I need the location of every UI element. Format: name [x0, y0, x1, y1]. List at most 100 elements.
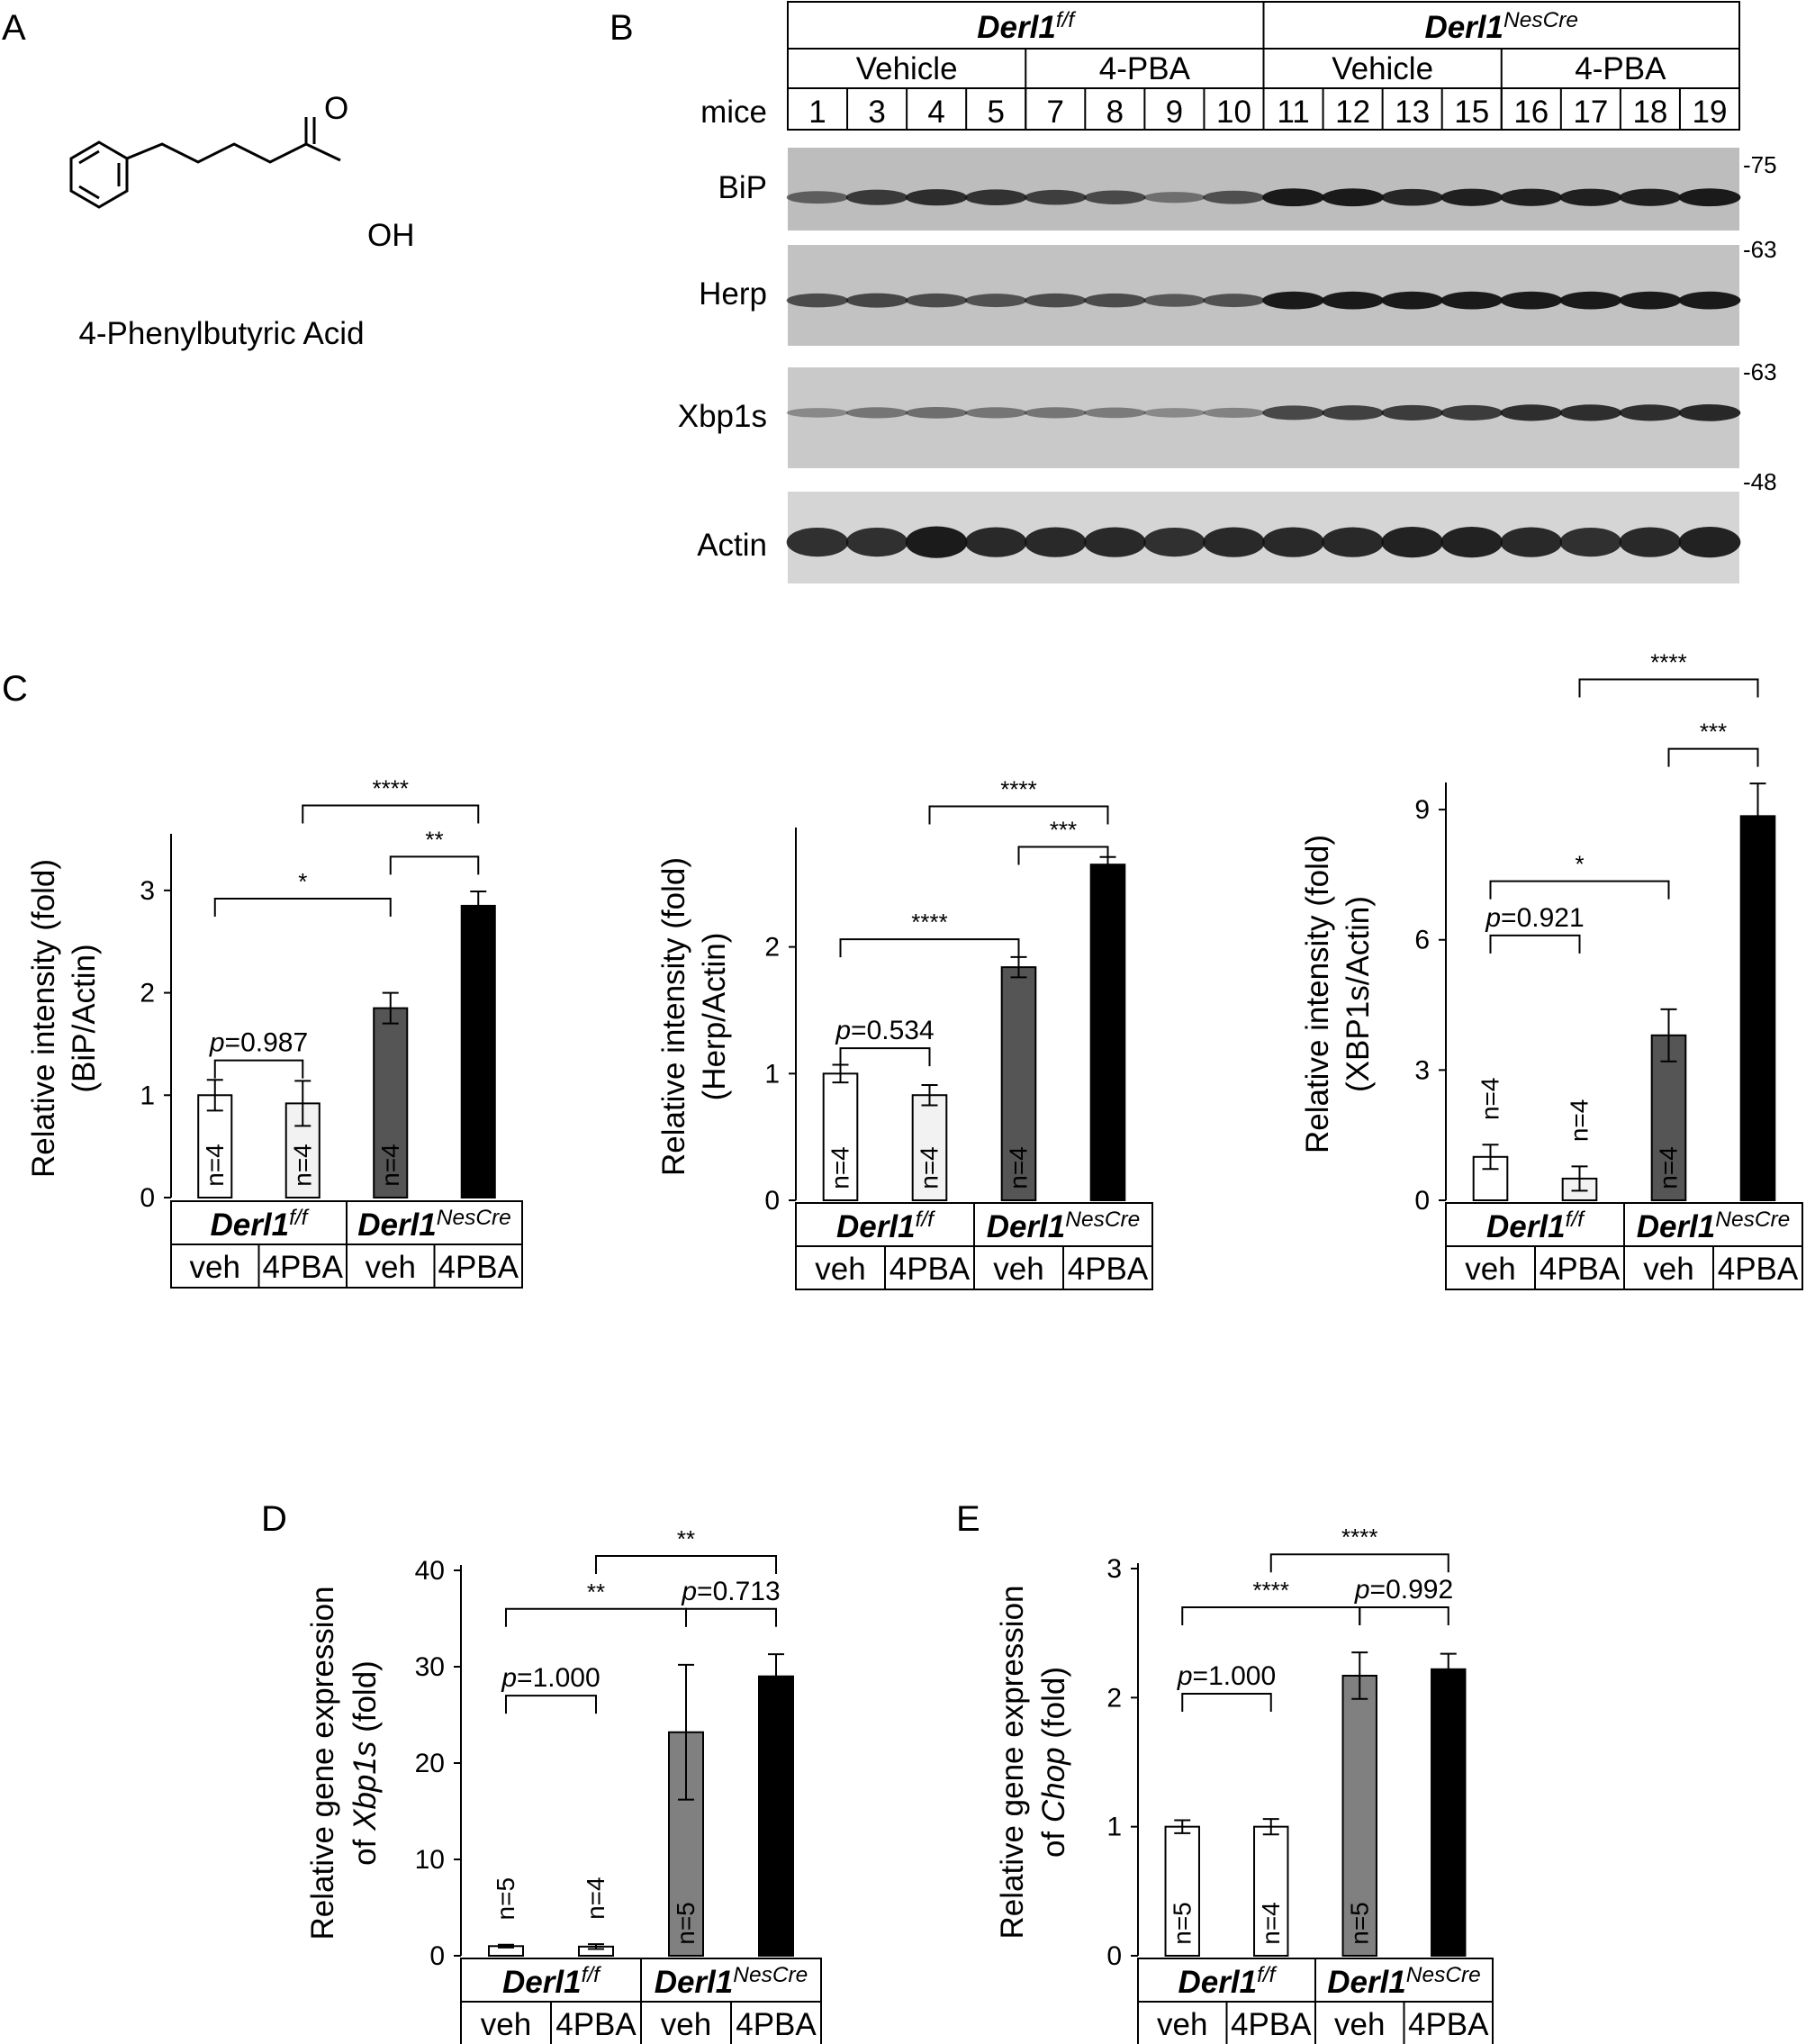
genotype-ff-header: Derl1f/f [977, 8, 1076, 45]
phenylbutyric-acid-structure [69, 117, 341, 209]
blot-band-actin [1678, 526, 1741, 558]
chart-c2: 0 1 2 Relative intensity (fold) (Herp/Actin)… [656, 775, 1153, 1290]
genotype-nescre-label-superscript: NesCre [437, 1206, 511, 1230]
x-category-label: veh [1465, 1252, 1515, 1287]
blot-band-herp [1678, 291, 1741, 310]
y-tick-label: 2 [140, 979, 155, 1008]
mouse-id: 3 [868, 95, 885, 130]
panel-a: A O OH 4-Phenylbutyric Acid [2, 8, 415, 351]
x-category-label: veh [1643, 1252, 1693, 1287]
mouse-id: 13 [1395, 95, 1430, 130]
genotype-nescre-label: Derl1NesCre [1327, 1963, 1481, 2000]
y-axis-label-2-suffix: (fold) [1036, 1667, 1071, 1747]
mouse-id: 9 [1166, 95, 1183, 130]
x-category-label: 4PBA [889, 1252, 971, 1287]
blot-band-xbp1s [1440, 404, 1503, 421]
p-symbol: p [501, 1663, 517, 1693]
genotype-nescre-label-superscript: NesCre [1715, 1207, 1790, 1232]
blot-band-bip [845, 189, 908, 205]
blot-band-bip [786, 191, 849, 204]
y-axis-label: Relative intensity (fold) [1300, 835, 1335, 1153]
genotype-nescre-label-base: Derl1 [655, 1965, 734, 2000]
blot-band-bip [1559, 188, 1622, 206]
blot-band-actin [1381, 526, 1444, 558]
y-tick-label: 40 [415, 1556, 445, 1586]
mw-marker: -63 [1743, 358, 1777, 385]
mouse-id: 10 [1216, 95, 1251, 130]
significance-bracket [1181, 1606, 1361, 1625]
y-axis-label: Relative intensity (fold) [26, 859, 61, 1178]
y-axis-label-2-suffix: (fold) [348, 1660, 383, 1741]
compound-name: 4-Phenylbutyric Acid [78, 316, 364, 351]
panel-letter-c: C [2, 669, 28, 709]
x-category-label: 4PBA [263, 1250, 344, 1285]
significance-label: p=1.000 [501, 1663, 600, 1693]
p-value: =1.000 [517, 1663, 600, 1693]
genotype-ff-label-base: Derl1 [1486, 1209, 1566, 1244]
significance-bracket [839, 1047, 931, 1067]
bar [197, 1094, 233, 1199]
blot-label: Actin [697, 528, 767, 563]
significance-label: * [1575, 851, 1584, 878]
x-category-label: veh [815, 1252, 865, 1287]
p-value: =0.987 [225, 1028, 309, 1058]
y-axis-label-2: of Xbp1s (fold) [348, 1660, 383, 1866]
mouse-id: 1 [808, 95, 826, 130]
n-label: n=4 [1094, 1146, 1122, 1189]
y-tick-label: 0 [1414, 1186, 1430, 1216]
blot-band-xbp1s [905, 407, 968, 419]
blot-band-actin [964, 527, 1027, 557]
genotype-ff-label: Derl1f/f [211, 1206, 310, 1243]
genotype-nescre-label-superscript: NesCre [733, 1963, 808, 1987]
p-value: =0.992 [1370, 1575, 1454, 1605]
p-value: =0.921 [1501, 903, 1585, 933]
chart-e: 0 1 2 3 Relative gene expression of Chop (fol… [995, 1524, 1494, 2044]
blot-band-herp [1381, 291, 1444, 310]
n-label: n=4 [376, 1144, 404, 1187]
p-symbol: p [1354, 1575, 1370, 1605]
blot-band-actin [1559, 527, 1622, 557]
blot-band-bip [1381, 188, 1444, 206]
significance-label: ** [587, 1578, 605, 1605]
ring-double-bond [78, 149, 100, 165]
panel-letter-b: B [610, 8, 634, 48]
blot-band-actin [1024, 527, 1087, 557]
n-label: n=5 [1168, 1902, 1196, 1945]
treatment-header: 4-PBA [1575, 51, 1666, 86]
genotype-nescre-header-base: Derl1 [1424, 10, 1503, 45]
blot-band-xbp1s [1083, 407, 1146, 419]
y-axis-label-2-gene: Xbp1s [348, 1741, 383, 1831]
blot-band-xbp1s [1143, 408, 1206, 418]
y-axis-label-2-prefix: of [1036, 1822, 1071, 1858]
mouse-id: 17 [1573, 95, 1608, 130]
n-label: n=4 [1257, 1902, 1285, 1945]
bar [1650, 1034, 1687, 1202]
x-category-label: veh [1334, 2007, 1385, 2042]
significance-label: **** [1650, 648, 1686, 675]
n-label: n=5 [1434, 1902, 1462, 1945]
chart-c3: 0 3 6 9 Relative intensity (fold) (XBP1s/Acti… [1300, 648, 1803, 1290]
genotype-ff-label-superscript: f/f [1566, 1207, 1586, 1232]
bar [822, 1072, 859, 1201]
y-axis-label-2: (BiP/Actin) [67, 944, 102, 1092]
blot-band-herp [905, 293, 968, 308]
blot-band-herp [1143, 294, 1206, 307]
significance-label: p=0.921 [1485, 903, 1584, 933]
y-axis-label-2-gene: Chop [1036, 1747, 1071, 1822]
x-category-label: 4PBA [438, 1250, 519, 1285]
blot-band-xbp1s [1381, 404, 1444, 421]
significance-bracket [1489, 880, 1670, 900]
x-category-label: veh [661, 2007, 711, 2042]
p-symbol: p [209, 1028, 225, 1058]
blot-label: Herp [699, 276, 767, 312]
western-blots: BiP -75 Herp -63 Xbp1s -63 Actin -48 [678, 148, 1777, 583]
blot-band-herp [1203, 294, 1265, 308]
mouse-id: 11 [1277, 95, 1309, 130]
mouse-id: 4 [927, 95, 944, 130]
y-axis-label-2: (XBP1s/Actin) [1341, 896, 1376, 1092]
blot-band-bip [1619, 188, 1682, 206]
blot-band-herp [1619, 291, 1682, 310]
blot-band-bip [905, 189, 968, 206]
